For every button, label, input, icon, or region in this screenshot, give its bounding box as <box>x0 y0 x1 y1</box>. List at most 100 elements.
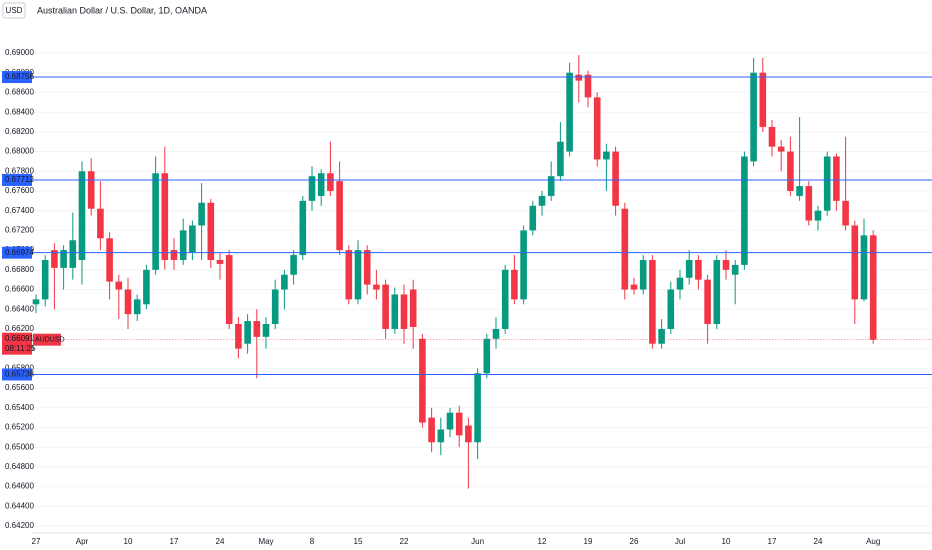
x-tick-label: Aug <box>866 537 880 546</box>
candle-body <box>446 412 454 430</box>
candle-body <box>32 299 40 305</box>
y-tick-label: 0.65400 <box>5 403 34 412</box>
candle-body <box>612 151 619 206</box>
y-tick-label: 0.68200 <box>5 127 34 136</box>
candle-body <box>244 321 251 344</box>
candle-body <box>382 284 389 329</box>
candle-body <box>566 72 573 152</box>
candle-body <box>179 230 187 260</box>
candle-body <box>501 269 509 329</box>
candle-body <box>428 417 435 443</box>
candle-body <box>198 202 205 226</box>
candle-body <box>584 74 592 98</box>
candle-body <box>281 274 288 290</box>
candle-body <box>869 235 877 340</box>
candle-body <box>695 259 702 280</box>
candle-body <box>465 425 472 443</box>
candle-body <box>51 250 58 268</box>
x-tick-label: 8 <box>310 537 315 546</box>
candle-body <box>189 225 196 253</box>
candle-body <box>768 126 776 147</box>
y-tick-label: 0.65200 <box>5 423 34 432</box>
price-label: 0.67712 <box>5 175 34 184</box>
currency-badge[interactable] <box>2 2 26 19</box>
y-tick-label: 0.68400 <box>5 107 34 116</box>
candle-body <box>649 259 656 344</box>
candle-body <box>603 151 610 160</box>
candle-body <box>207 202 215 260</box>
x-tick-label: 17 <box>170 537 179 546</box>
candle-body <box>805 186 813 221</box>
candle-body <box>115 281 123 290</box>
candle-body <box>419 338 426 423</box>
candle-body <box>483 338 491 374</box>
candle-body <box>593 97 601 160</box>
currency: USD <box>6 6 23 15</box>
candle-body <box>97 208 104 239</box>
last-price-label: 0.66091 <box>5 334 34 343</box>
x-tick-label: 24 <box>216 537 225 546</box>
candle-body <box>271 289 279 325</box>
candle-body <box>409 289 417 327</box>
x-tick-label: 10 <box>722 537 731 546</box>
candle-body <box>78 171 86 260</box>
price-label: 0.66974 <box>5 248 34 257</box>
candle-body <box>511 269 518 300</box>
candle-body <box>87 171 95 209</box>
candle-body <box>253 321 261 337</box>
candle-body <box>225 255 233 325</box>
y-tick-label: 0.67800 <box>5 166 34 175</box>
candle-body <box>658 328 665 344</box>
candle-body <box>400 294 408 329</box>
candle-body <box>814 210 822 221</box>
candle-body <box>262 324 270 337</box>
candle-body <box>143 269 150 305</box>
candle-body <box>216 259 224 264</box>
price-label-box <box>2 173 32 186</box>
candle-body <box>676 277 684 290</box>
price-label-box <box>2 368 32 381</box>
candle-body <box>860 235 868 300</box>
y-tick-label: 0.69000 <box>5 48 34 57</box>
x-tick-label: 19 <box>584 537 593 546</box>
candle-body <box>373 284 380 290</box>
candle-body <box>60 250 67 268</box>
candle-body <box>704 279 711 325</box>
candle-body <box>492 328 500 339</box>
candle-body <box>621 208 629 290</box>
candle-body <box>161 173 169 260</box>
candle-body <box>777 146 785 152</box>
y-tick-label: 0.66800 <box>5 265 34 274</box>
candle-body <box>741 156 748 265</box>
candle-body <box>731 264 739 275</box>
x-tick-label: May <box>258 537 273 546</box>
y-tick-label: 0.65800 <box>5 363 34 372</box>
price-label-box <box>2 71 32 84</box>
candle-body <box>170 250 178 260</box>
candle-body <box>41 259 49 300</box>
x-tick-label: 24 <box>814 537 823 546</box>
candle-body <box>547 176 555 196</box>
y-tick-label: 0.64400 <box>5 501 34 510</box>
candle-body <box>851 225 859 300</box>
candle-body <box>69 240 77 268</box>
y-tick-label: 0.68000 <box>5 147 34 156</box>
candle-body <box>833 156 840 201</box>
candle-body <box>133 299 141 315</box>
y-tick-label: 0.64600 <box>5 482 34 491</box>
y-tick-label: 0.65600 <box>5 383 34 392</box>
candle-body <box>538 195 546 206</box>
candle-body <box>474 373 481 443</box>
candle-body <box>787 151 794 191</box>
y-tick-label: 0.66200 <box>5 324 34 333</box>
x-tick-label: 26 <box>630 537 639 546</box>
y-tick-label: 0.67600 <box>5 186 34 195</box>
y-tick-label: 0.64200 <box>5 521 34 530</box>
candle-body <box>529 205 537 231</box>
candle-body <box>235 324 242 349</box>
candle-body <box>455 412 463 436</box>
candle-body <box>823 156 831 211</box>
x-tick-label: 22 <box>400 537 409 546</box>
y-tick-label: 0.66400 <box>5 304 34 313</box>
